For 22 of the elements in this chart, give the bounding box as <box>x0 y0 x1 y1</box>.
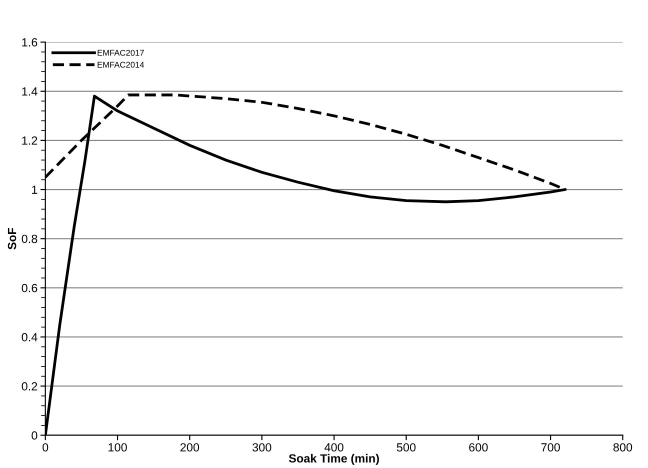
x-tick-label: 600 <box>469 443 488 452</box>
legend-label: EMFAC2014 <box>98 62 144 68</box>
y-tick-label: 0 <box>32 431 38 440</box>
y-axis-title: SoF <box>8 228 16 250</box>
y-tick-label: 1.4 <box>22 87 38 96</box>
y-tick-label: 0.6 <box>22 284 38 292</box>
x-tick-label: 500 <box>396 443 416 452</box>
x-tick-label: 0 <box>42 443 48 452</box>
y-tick-label: 0.4 <box>22 332 38 342</box>
y-tick-label: 0.8 <box>22 234 38 244</box>
x-tick-label: 800 <box>613 443 632 452</box>
x-tick-label: 400 <box>324 443 344 452</box>
x-tick-label: 700 <box>541 443 560 452</box>
x-axis-title: Soak Time (min) <box>288 454 379 465</box>
x-tick-label: 100 <box>108 443 127 452</box>
y-tick-label: 1.2 <box>22 136 38 145</box>
y-tick-label: 1.6 <box>22 38 38 47</box>
x-tick-label: 200 <box>180 443 200 452</box>
y-tick-label: 1 <box>32 186 38 194</box>
legend-label: EMFAC2017 <box>98 50 144 56</box>
x-tick-label: 300 <box>252 443 272 452</box>
y-tick-label: 0.2 <box>22 382 38 390</box>
